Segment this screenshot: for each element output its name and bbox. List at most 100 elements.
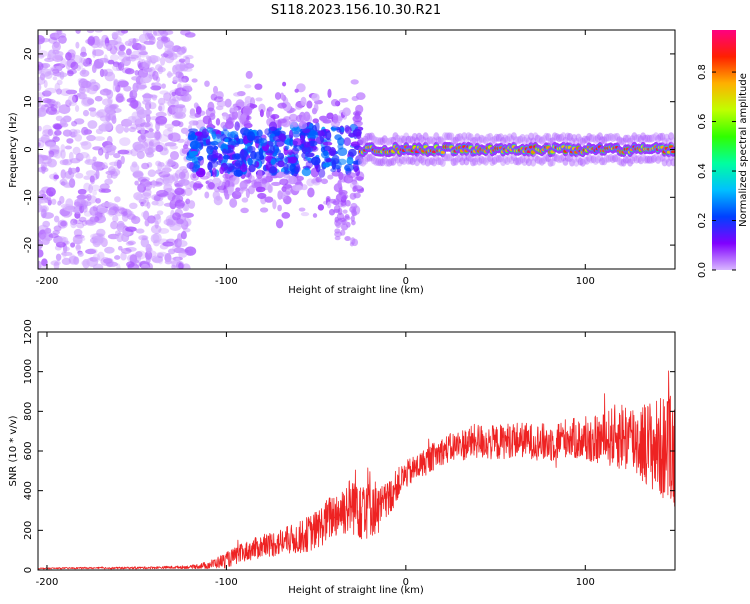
spectral-cell <box>330 119 341 128</box>
spectral-cell <box>309 146 319 152</box>
spectral-cell <box>85 248 97 255</box>
spectral-cell <box>74 118 85 125</box>
spectral-cell <box>56 79 63 86</box>
spectral-cell <box>92 61 101 70</box>
spectral-cell <box>154 129 161 140</box>
spectral-cell <box>112 215 119 223</box>
spectral-cell <box>81 204 88 213</box>
spectral-cell <box>272 199 277 210</box>
spectral-cell <box>67 94 76 105</box>
spectral-cell <box>92 253 101 263</box>
spectral-cell <box>75 30 81 34</box>
spectral-cell <box>213 195 223 206</box>
spectral-cell <box>136 250 147 260</box>
spectral-cell <box>89 256 99 262</box>
spectral-cell <box>92 263 104 269</box>
spectral-cell <box>86 134 96 142</box>
spectral-cell <box>89 216 96 225</box>
spectral-cell <box>670 158 675 167</box>
spectral-cell <box>277 118 287 124</box>
spectral-cell <box>143 109 152 115</box>
spectral-cell <box>115 230 121 237</box>
spectral-cell <box>115 93 124 103</box>
spectral-cell <box>105 112 111 123</box>
spectral-cell <box>75 172 84 179</box>
spectral-cell <box>94 95 103 102</box>
colorbar-tick-label: 0.0 <box>697 262 708 278</box>
spectral-cell <box>308 130 319 140</box>
spectral-cell <box>140 46 147 55</box>
spectral-cell <box>346 156 354 165</box>
spectral-cell <box>164 44 175 54</box>
spectral-cell <box>206 126 214 133</box>
spectral-cell <box>315 176 322 183</box>
spectral-cell <box>353 185 358 192</box>
spectral-cell <box>175 71 182 79</box>
spectral-cell <box>59 118 67 127</box>
colorbar-ticks: 0.0 0.2 0.4 0.6 0.8 <box>697 64 736 278</box>
spectral-cell <box>78 61 84 70</box>
spectral-cell <box>270 158 276 165</box>
spectral-cell <box>179 166 188 171</box>
spectral-cell <box>195 106 202 115</box>
y-tick-label: -20 <box>23 237 34 253</box>
spectral-cell <box>138 51 148 56</box>
spectral-cell <box>48 233 59 239</box>
spectral-cell <box>192 173 197 179</box>
spectral-cell <box>102 162 108 169</box>
spectral-cell <box>295 185 304 191</box>
spectral-cell <box>41 165 46 175</box>
spectral-cell <box>175 218 187 227</box>
spectral-cell <box>142 99 152 105</box>
spectral-cell <box>257 169 263 180</box>
spectral-cell <box>194 131 203 137</box>
spectral-cell <box>343 137 351 146</box>
spectral-cell <box>135 193 146 202</box>
spectral-cell <box>298 121 308 130</box>
y-tick-label: 800 <box>23 402 34 421</box>
spectral-cell <box>140 237 149 248</box>
spectral-cell <box>239 149 248 159</box>
spectral-cell <box>146 247 153 253</box>
spectral-cell <box>238 117 247 123</box>
spectral-cell <box>114 255 121 260</box>
spectral-cell <box>88 183 93 194</box>
spectral-cell <box>322 141 333 146</box>
spectral-cell <box>117 80 129 88</box>
spectral-cell <box>47 142 57 147</box>
spectral-cell <box>144 219 150 227</box>
spectral-cell <box>60 88 72 97</box>
spectral-cell <box>157 252 164 259</box>
spectral-cell <box>104 152 110 160</box>
spectral-cell <box>109 161 121 166</box>
spectral-cell <box>349 241 354 247</box>
spectral-cell <box>184 187 193 196</box>
spectral-cell <box>60 58 67 67</box>
spectral-cell <box>116 225 124 230</box>
spectral-cell <box>50 260 61 266</box>
spectral-cell <box>268 139 278 147</box>
spectral-cell <box>72 239 83 245</box>
spectral-cell <box>181 75 189 83</box>
spectral-cell <box>92 146 103 151</box>
spectral-cell <box>119 137 131 147</box>
spectral-cell <box>91 64 97 74</box>
spectral-cell <box>232 162 242 170</box>
spectral-cell <box>322 162 331 168</box>
spectral-cell <box>122 211 128 216</box>
spectral-cell <box>338 98 349 103</box>
spectral-cell <box>338 171 344 181</box>
spectral-cell <box>326 112 334 120</box>
spectral-cell <box>107 113 116 121</box>
spectral-cell <box>128 126 137 133</box>
spectral-cell <box>127 240 136 246</box>
spectral-cell <box>83 58 90 67</box>
spectral-cell <box>53 174 60 180</box>
spectral-cell <box>320 178 329 185</box>
spectral-cell <box>107 59 115 65</box>
spectral-cell <box>184 171 190 180</box>
spectral-cell <box>239 163 248 173</box>
spectral-cell <box>280 156 285 162</box>
spectral-cell <box>261 178 268 185</box>
spectral-cell <box>105 170 116 175</box>
